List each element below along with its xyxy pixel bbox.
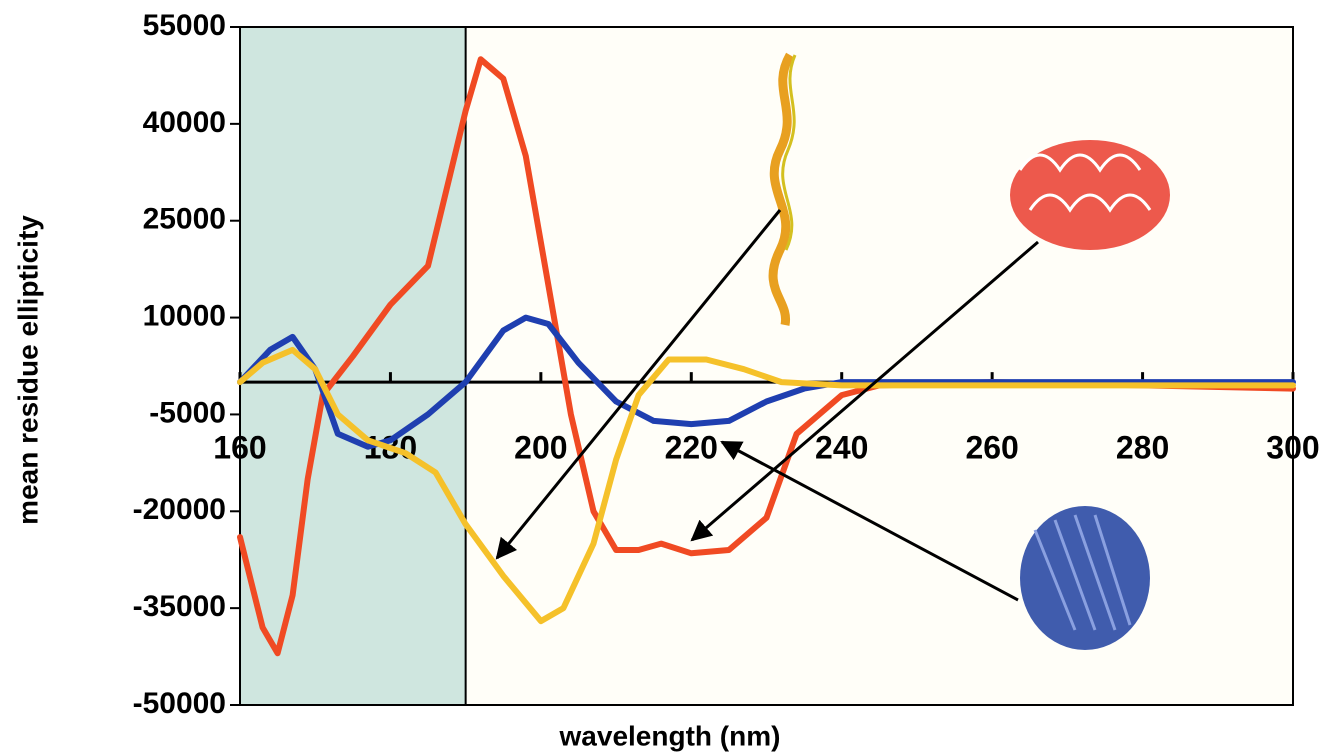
x-tick-label: 160 [213,430,266,466]
x-tick-label: 260 [965,430,1018,466]
beta-protein-image [1020,506,1150,650]
shaded-region [240,27,466,705]
y-tick-label: 10000 [143,299,226,332]
x-axis-label: wavelength (nm) [559,720,781,751]
x-tick-label: 240 [815,430,868,466]
y-axis-label: mean residue ellipticity [12,215,43,525]
x-tick-label: 220 [665,430,718,466]
chart: wavelength (nm) mean residue ellipticity… [0,0,1336,754]
y-tick-label: -50000 [133,687,226,720]
y-tick-label: -20000 [133,493,226,526]
y-tick-label: -35000 [133,590,226,623]
x-tick-label: 300 [1266,430,1319,466]
y-tick-label: 25000 [143,203,226,236]
y-tick-label: -5000 [149,396,226,429]
y-tick-label: 40000 [143,106,226,139]
y-tick-label: 55000 [143,9,226,42]
x-tick-label: 280 [1116,430,1169,466]
x-tick-label: 200 [514,430,567,466]
